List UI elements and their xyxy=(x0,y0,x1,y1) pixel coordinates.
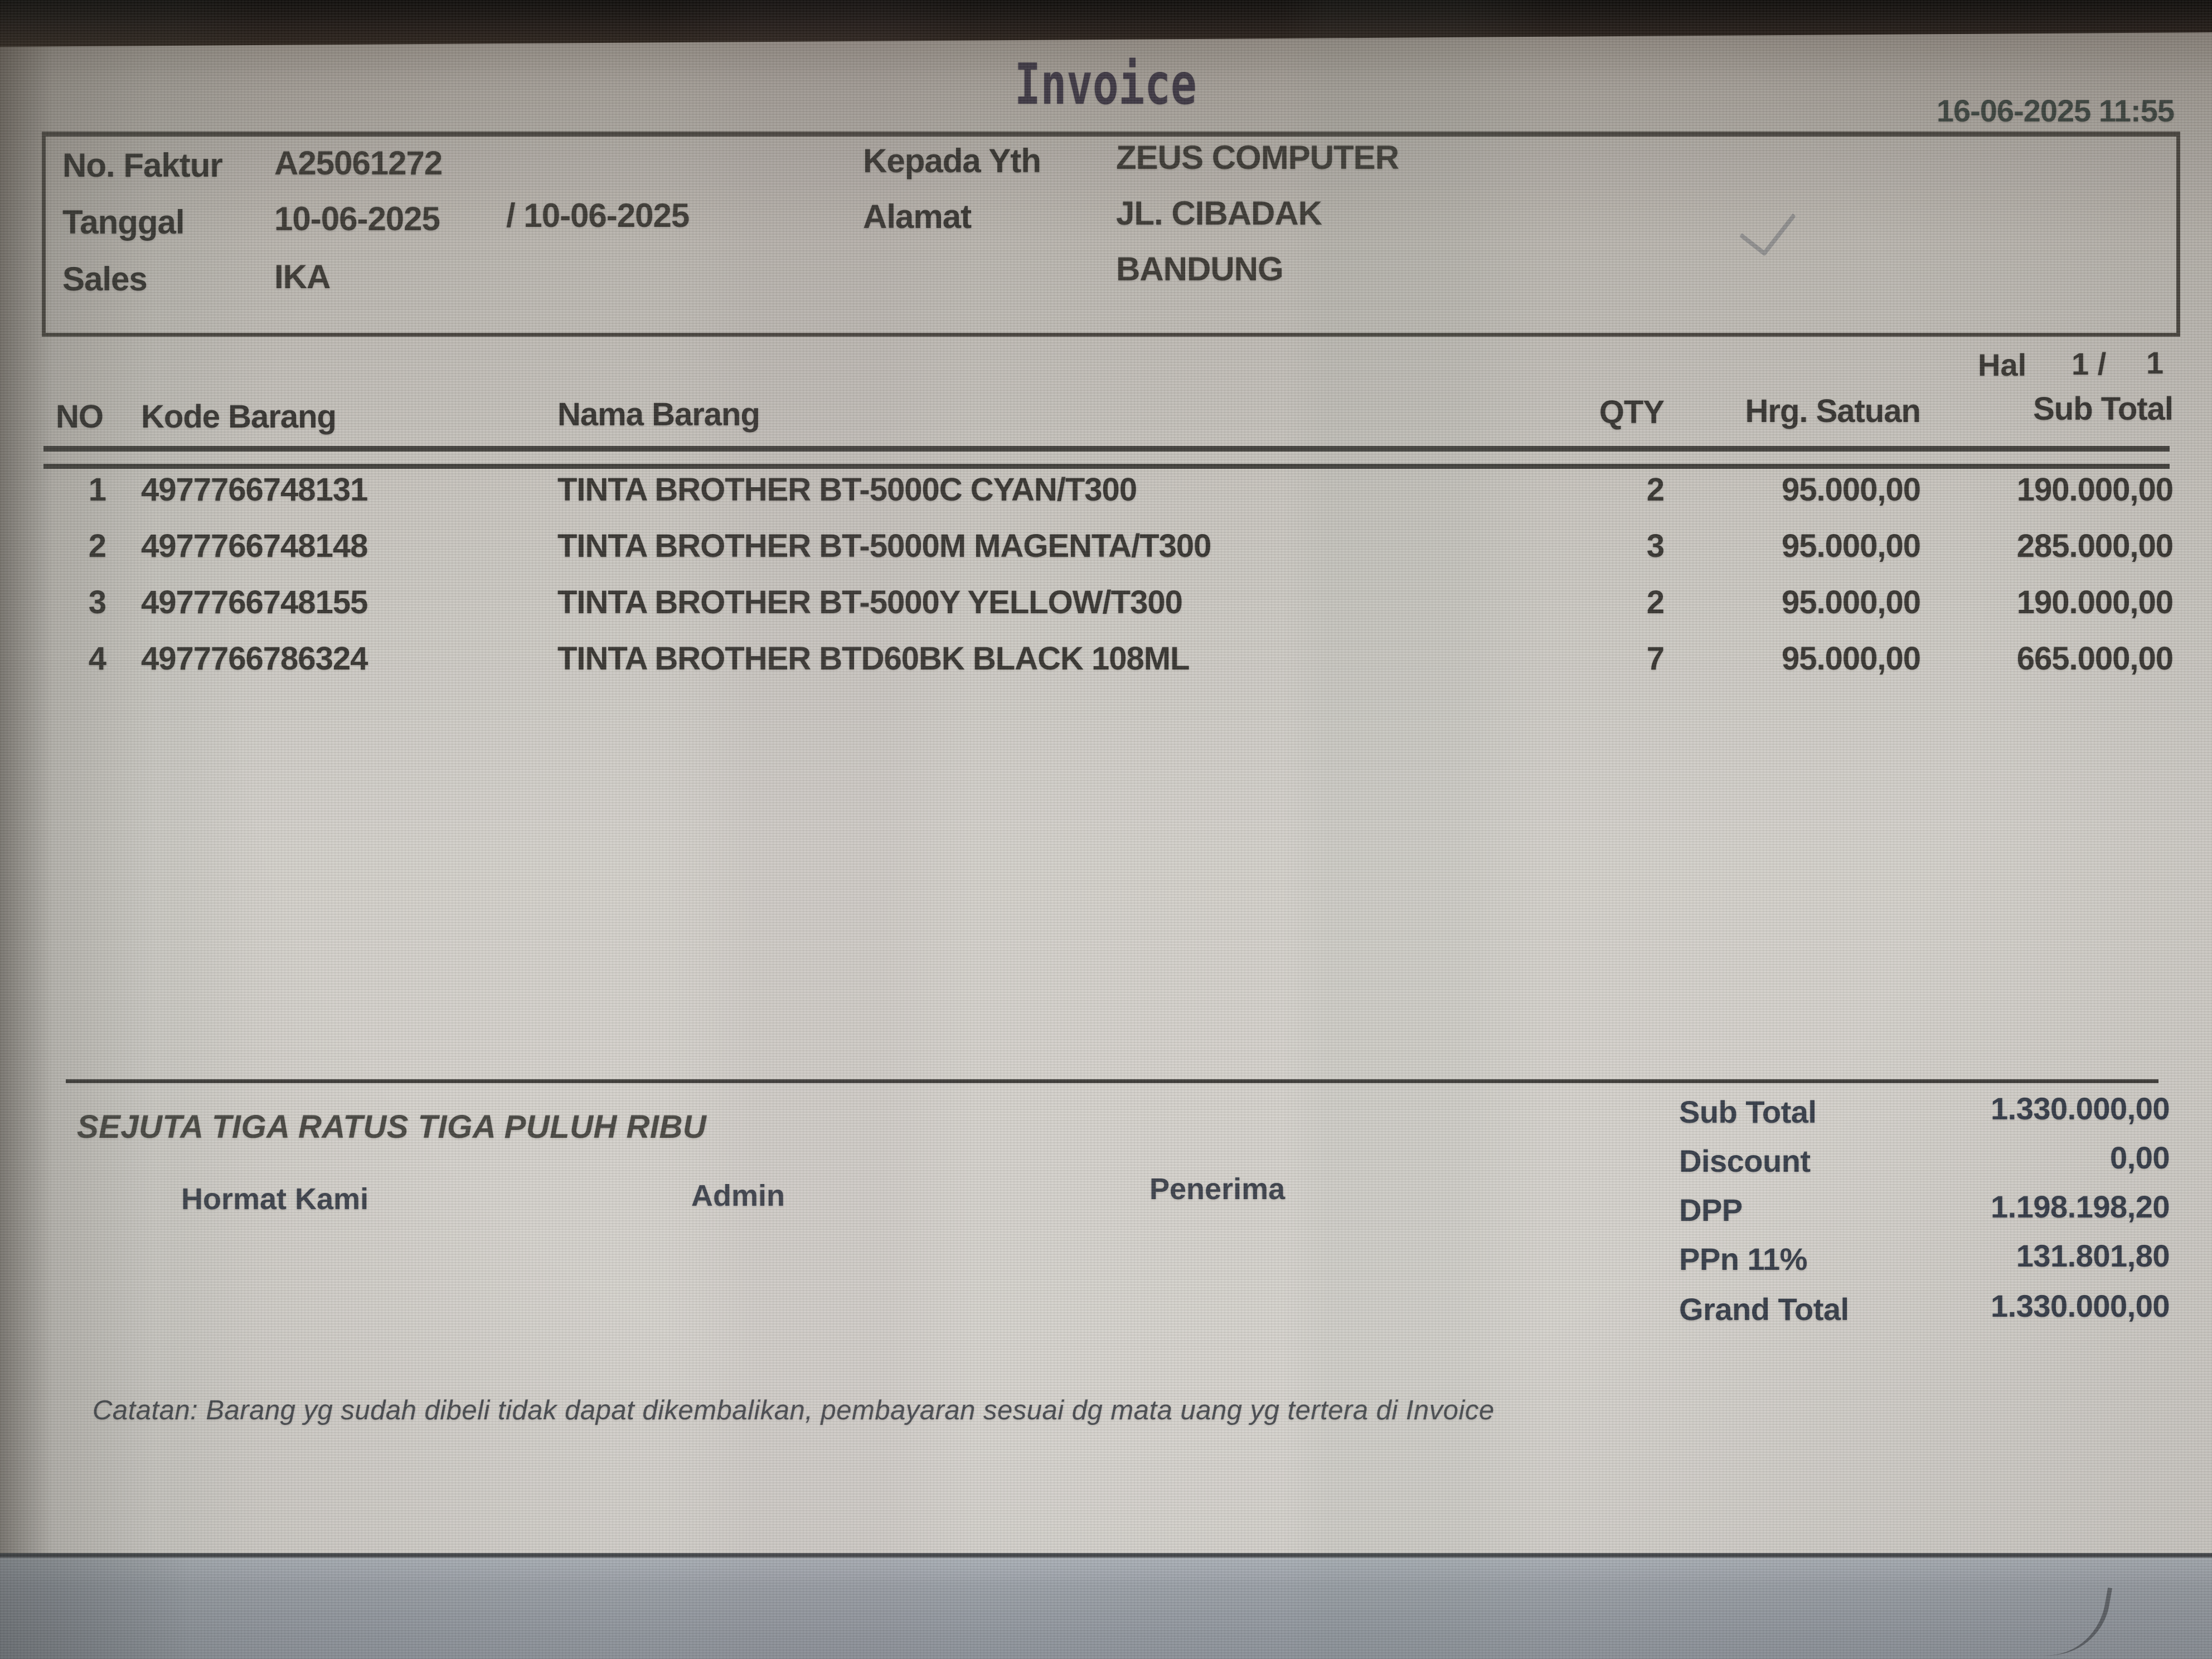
signature-hormat-kami: Hormat Kami xyxy=(181,1182,369,1216)
cell-hrg: 95.000,00 xyxy=(1781,641,1921,677)
tanggal-value: 10-06-2025 xyxy=(274,200,440,237)
signature-penerima: Penerima xyxy=(1149,1172,1286,1206)
cell-no: 2 xyxy=(88,528,106,564)
total-value-ppn: 131.801,80 xyxy=(2016,1238,2170,1273)
page-indicator-label: Hal xyxy=(1978,347,2027,382)
cell-nama: TINTA BROTHER BTD60BK BLACK 108ML xyxy=(557,641,1190,677)
cell-qty: 2 xyxy=(1646,584,1665,620)
signature-admin: Admin xyxy=(691,1179,785,1212)
cell-kode: 4977766748148 xyxy=(141,528,368,564)
table-row: 4 4977766786324 TINTA BROTHER BTD60BK BLAC… xyxy=(0,640,2212,683)
col-header-nama: Nama Barang xyxy=(557,396,760,433)
table-row: 2 4977766748148 TINTA BROTHER BT-5000M MAG… xyxy=(0,527,2212,571)
cell-no: 4 xyxy=(88,641,106,677)
screen-bezel-top xyxy=(0,0,2212,47)
tanggal-value-2: / 10-06-2025 xyxy=(506,197,690,234)
amount-in-words: SEJUTA TIGA RATUS TIGA PULUH RIBU xyxy=(77,1109,707,1145)
cell-kode: 4977766748131 xyxy=(141,472,368,508)
invoice-header-box xyxy=(42,132,2180,337)
alamat-value: JL. CIBADAK xyxy=(1116,195,1322,232)
cell-subtotal: 285.000,00 xyxy=(2016,528,2174,564)
cell-hrg: 95.000,00 xyxy=(1781,584,1921,620)
sales-label: Sales xyxy=(62,260,148,298)
page-indicator-value: 1 / xyxy=(2072,346,2107,381)
kepada-value: ZEUS COMPUTER xyxy=(1116,139,1399,176)
total-value-dpp: 1.198.198,20 xyxy=(1991,1189,2170,1224)
cell-kode: 4977766748155 xyxy=(141,584,368,620)
print-datetime: 16-06-2025 11:55 xyxy=(1936,93,2175,128)
col-header-no: NO xyxy=(56,399,104,435)
kepada-label: Kepada Yth xyxy=(863,142,1041,180)
cell-no: 3 xyxy=(88,584,106,620)
cell-subtotal: 190.000,00 xyxy=(2016,584,2174,620)
col-header-subtotal: Sub Total xyxy=(2033,391,2174,427)
tanggal-label: Tanggal xyxy=(62,203,185,241)
sales-value: IKA xyxy=(274,258,331,295)
cell-subtotal: 190.000,00 xyxy=(2016,472,2174,508)
cell-nama: TINTA BROTHER BT-5000M MAGENTA/T300 xyxy=(557,528,1211,564)
no-faktur-value: A25061272 xyxy=(274,144,443,182)
table-row: 3 4977766748155 TINTA BROTHER BT-5000Y YEL… xyxy=(0,584,2212,627)
total-label-grand-total: Grand Total xyxy=(1679,1292,1849,1327)
cell-qty: 2 xyxy=(1646,472,1665,508)
desk-below-page xyxy=(0,1553,2212,1659)
alamat-value-2: BANDUNG xyxy=(1116,250,1284,288)
cell-kode: 4977766786324 xyxy=(141,641,368,677)
col-header-qty: QTY xyxy=(1599,394,1665,430)
table-row: 1 4977766748131 TINTA BROTHER BT-5000C CYA… xyxy=(0,471,2212,515)
cell-qty: 7 xyxy=(1646,641,1665,677)
page-indicator-value-2: 1 xyxy=(2146,345,2164,380)
total-label-subtotal: Sub Total xyxy=(1679,1094,1817,1129)
cell-no: 1 xyxy=(88,472,106,508)
cell-nama: TINTA BROTHER BT-5000Y YELLOW/T300 xyxy=(557,584,1183,620)
col-header-kode: Kode Barang xyxy=(141,399,337,435)
alamat-label: Alamat xyxy=(863,198,972,235)
total-value-discount: 0,00 xyxy=(2110,1140,2170,1175)
invoice-title: Invoice xyxy=(1015,51,1197,118)
table-header-rule-2 xyxy=(43,464,2170,469)
table-header-rule-1 xyxy=(43,446,2170,452)
cell-hrg: 95.000,00 xyxy=(1781,472,1921,508)
cell-subtotal: 665.000,00 xyxy=(2016,641,2174,677)
total-value-grand-total: 1.330.000,00 xyxy=(1991,1288,2170,1323)
total-label-ppn: PPn 11% xyxy=(1679,1241,1807,1277)
total-value-subtotal: 1.330.000,00 xyxy=(1991,1091,2170,1126)
col-header-hrg: Hrg. Satuan xyxy=(1745,393,1922,429)
no-faktur-label: No. Faktur xyxy=(62,147,223,184)
total-label-discount: Discount xyxy=(1679,1143,1811,1178)
cell-hrg: 95.000,00 xyxy=(1781,528,1921,564)
cell-qty: 3 xyxy=(1646,528,1665,564)
summary-divider xyxy=(66,1079,2158,1083)
cell-nama: TINTA BROTHER BT-5000C CYAN/T300 xyxy=(557,472,1137,508)
total-label-dpp: DPP xyxy=(1679,1192,1743,1228)
footer-note: Catatan: Barang yg sudah dibeli tidak da… xyxy=(93,1395,1495,1425)
